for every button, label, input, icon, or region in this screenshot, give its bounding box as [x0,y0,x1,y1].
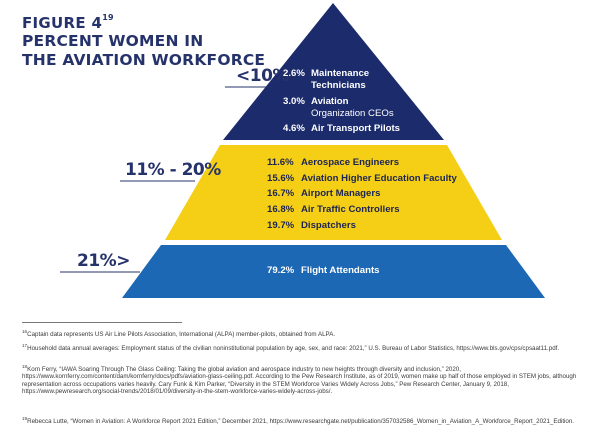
top-tier-item: 4.6% Air Transport Pilots [283,123,401,134]
footnote: 19Rebecca Lutte, “Women in Aviation: A W… [22,416,575,426]
pyramid-tier-middle [165,145,502,240]
tier-label-middle: 11% - 20% [125,160,221,180]
figure-title-line-2: THE AVIATION WORKFORCE [22,51,266,69]
middle-tier-item: 11.6% Aerospace Engineers [267,157,400,168]
footnote: 18Korn Ferry, “IAWA Soaring Through The … [22,364,577,396]
footnote-divider [22,322,182,323]
middle-tier-item: 19.7% Dispatchers [267,220,356,231]
pyramid-tier-bottom [122,245,545,298]
middle-tier-item: 15.6% Aviation Higher Education Faculty [267,173,457,184]
figure-heading: FIGURE 419 PERCENT WOMEN IN THE AVIATION… [22,13,266,70]
top-tier-item: 3.0% Aviation Organization CEOs [283,96,394,119]
top-tier-item: 2.6% Maintenance Technicians [283,68,370,91]
pyramid-tier-top [223,3,444,140]
middle-tier-item: 16.7% Airport Managers [267,188,381,199]
figure-label: FIGURE 419 [22,13,114,32]
pyramid-graphic [60,3,545,298]
footnote: 16Captain data represents US Air Line Pi… [22,329,336,339]
middle-tier-item: 16.8% Air Traffic Controllers [267,204,400,215]
bottom-tier-item: 79.2% Flight Attendants [267,265,380,276]
figure-title-line-1: PERCENT WOMEN IN [22,32,204,50]
tier-label-bottom: 21%> [77,251,130,271]
footnote: 17Household data annual averages: Employ… [22,343,560,353]
tier-label-top: <10% [236,66,289,86]
